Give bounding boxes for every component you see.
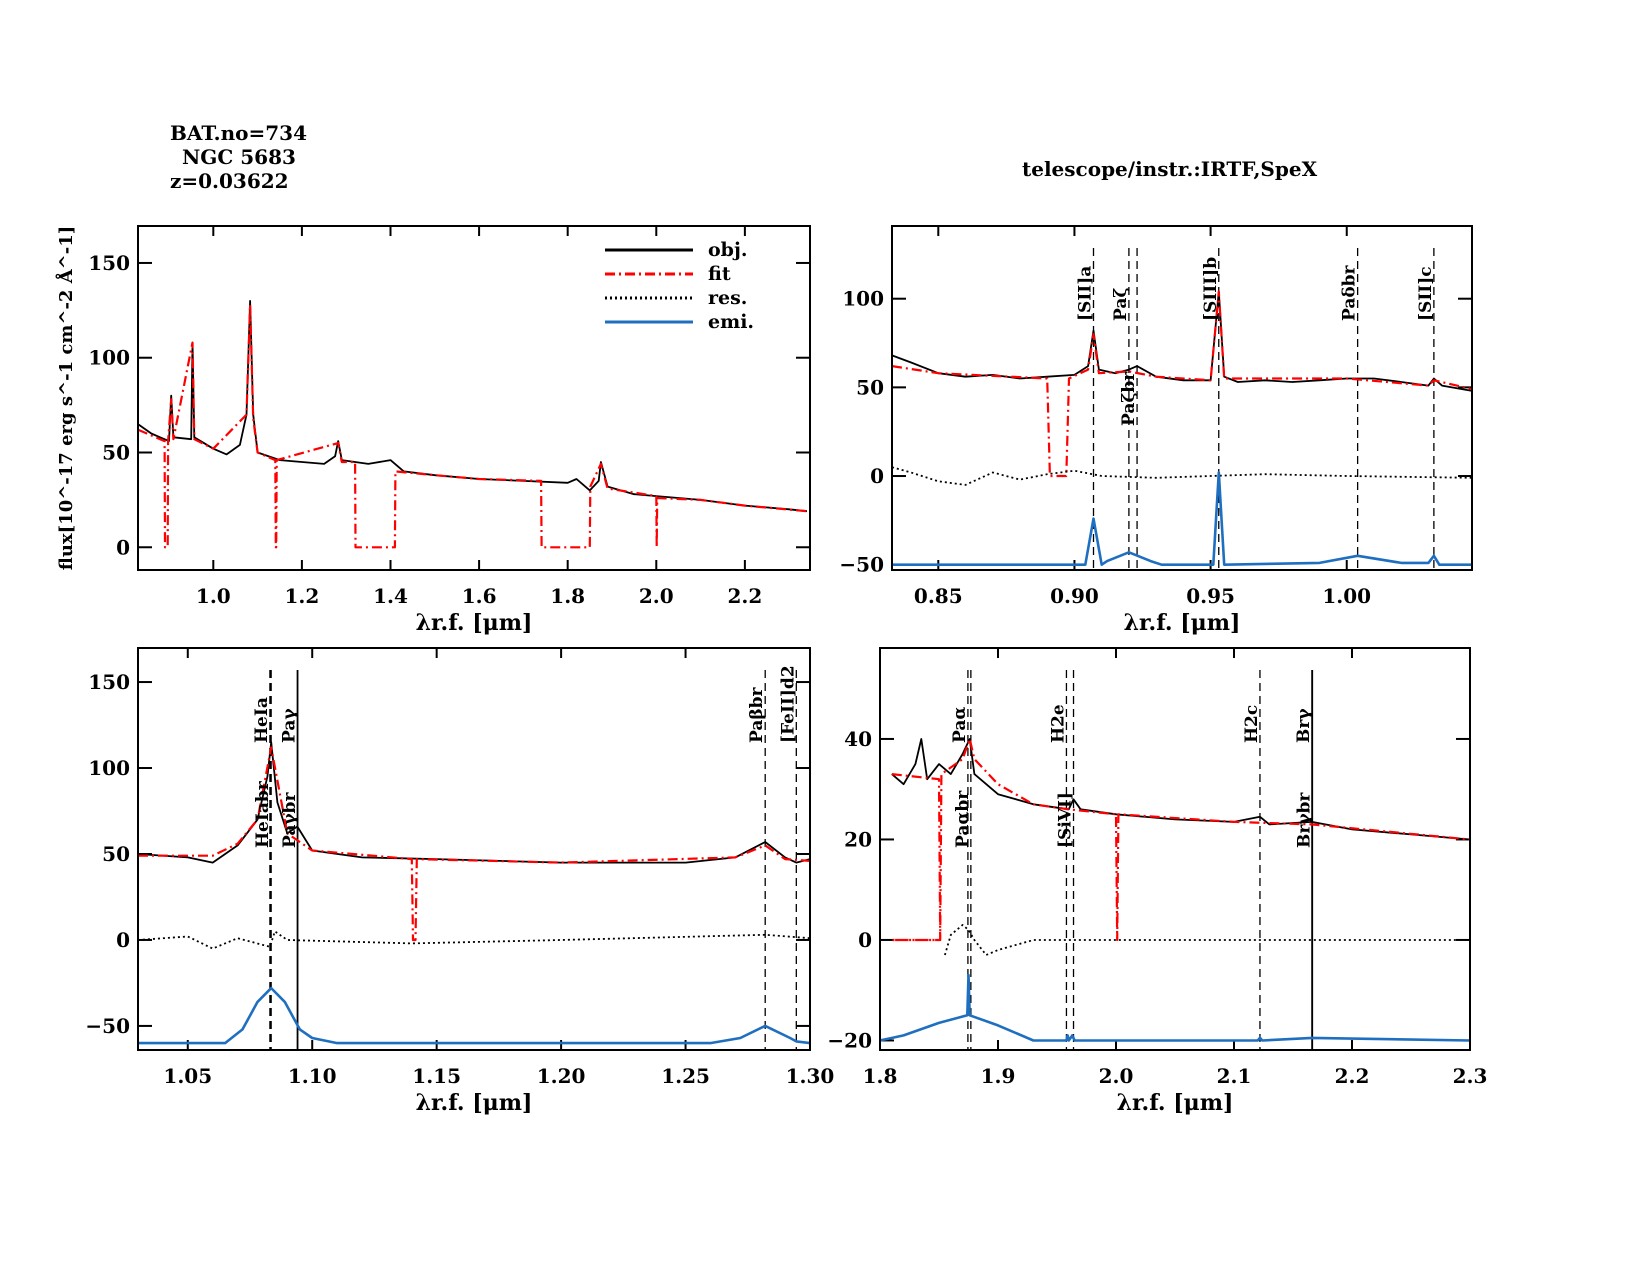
series-fit [890,737,1470,942]
series-res [892,466,1472,486]
plot-frame [137,225,811,571]
line-label: H2c [1242,705,1262,743]
legend-label: obj. [708,239,747,261]
y-tick-label: 0 [870,464,884,488]
x-tick-label: 1.15 [412,1064,461,1088]
plot-area [138,299,807,549]
plot-area [892,248,1472,570]
y-tick-label: 40 [844,727,872,751]
y-tick-label: 0 [858,928,872,952]
series-res [944,924,1470,956]
series-fit [138,746,810,942]
plot-area [880,670,1470,1050]
line-label: Paα [950,707,970,743]
panel-1: 1.0 1.2 1.4 1.6 1.8 2.0 2.2 0 50 100 150 λr.f. [μm]… [54,225,811,636]
panel-2: 0.85 0.90 0.95 1.00 −50 0 50 100 λr.f. [μm] [SII]… [839,225,1473,636]
x-axis-label: λr.f. [μm] [1117,1090,1234,1116]
line-label: HeIa [252,697,272,743]
line-label: [SII]c [1416,266,1436,321]
redshift: z=0.03622 [170,169,289,193]
x-tick-label: 1.05 [163,1064,212,1088]
y-tick-label: 150 [88,670,130,694]
x-tick-label: 1.6 [462,584,497,608]
y-tick-label: 20 [844,827,872,851]
x-axis-label: λr.f. [μm] [1124,610,1241,636]
series-fit [892,290,1472,478]
y-tick-label: −50 [85,1014,130,1038]
line-label: [SiVI] [1056,792,1076,848]
legend-label: emi. [708,311,754,333]
y-tick-label: −50 [839,553,884,577]
x-axis-label: λr.f. [μm] [416,610,533,636]
x-tick-label: 1.10 [288,1064,337,1088]
x-tick-label: 2.2 [727,584,762,608]
x-tick-label: 1.25 [661,1064,710,1088]
series-res [138,930,810,950]
line-label: [FeII]d2 [778,665,798,743]
panel-3: 1.05 1.10 1.15 1.20 1.25 1.30 −50 0 50 100 150 λr.f… [85,647,835,1116]
line-label: HeIabr [253,780,273,848]
y-tick-label: 50 [102,440,130,464]
plot-frame [879,647,1471,1051]
series-obj [138,299,807,513]
x-tick-label: 1.8 [863,1064,898,1088]
y-tick-label: 50 [102,842,130,866]
x-tick-label: 2.2 [1335,1064,1370,1088]
series-obj [891,738,1470,841]
object-name: NGC 5683 [182,145,296,169]
line-label: Paζbr [1119,371,1139,426]
series-emi [138,986,810,1045]
x-tick-label: 1.8 [550,584,585,608]
line-label: Paδbr [1340,264,1360,321]
x-tick-label: 0.90 [1050,584,1099,608]
x-tick-label: 1.30 [786,1064,835,1088]
line-label: Paβbr [747,686,767,743]
line-label: Paζ [1111,288,1131,321]
instrument-label: telescope/instr.:IRTF,SpeX [1022,157,1318,181]
y-tick-label: 150 [88,251,130,275]
y-tick-label: 100 [842,287,884,311]
line-label: H2e [1048,704,1068,743]
y-tick-label: 100 [88,346,130,370]
series-emi [892,471,1472,567]
y-tick-label: 0 [116,928,130,952]
x-tick-label: 2.0 [639,584,674,608]
y-axis-label: flux[10^-17 erg s^-1 cm^-2 Å^-1] [54,226,77,571]
plot-area [138,670,810,1050]
x-tick-label: 1.2 [285,584,320,608]
series-obj [138,741,810,864]
x-tick-label: 0.85 [914,584,963,608]
series-fit [138,303,807,549]
series-emi [880,973,1470,1042]
y-tick-label: 0 [116,535,130,559]
x-tick-label: 1.20 [537,1064,586,1088]
panel-4: 1.8 1.9 2.0 2.1 2.2 2.3 −20 0 20 40 λr.f. [μm] Paα P… [827,647,1488,1116]
x-tick-label: 2.1 [1217,1064,1252,1088]
line-label: Paγbr [280,792,300,848]
legend-label: fit [708,263,731,285]
plot-frame [891,225,1473,571]
x-tick-label: 2.3 [1453,1064,1488,1088]
x-axis-label: λr.f. [μm] [416,1090,533,1116]
x-tick-label: 1.00 [1322,584,1371,608]
x-tick-label: 1.9 [981,1064,1016,1088]
line-label: Paγ [279,708,299,743]
y-tick-label: −20 [827,1028,872,1052]
line-label: Paαbr [953,790,973,848]
x-tick-label: 0.95 [1186,584,1235,608]
x-tick-label: 1.4 [373,584,408,608]
plot-frame [137,647,811,1051]
line-label: [SIII]b [1201,257,1221,321]
line-label: Brγbr [1294,792,1314,848]
x-tick-label: 2.0 [1099,1064,1134,1088]
x-tick-label: 1.0 [196,584,231,608]
legend-label: res. [708,287,747,309]
line-label: [SII]a [1076,266,1096,321]
y-tick-label: 50 [856,375,884,399]
y-tick-label: 100 [88,756,130,780]
bat-number: BAT.no=734 [170,121,307,145]
line-label: Brγ [1294,708,1314,743]
